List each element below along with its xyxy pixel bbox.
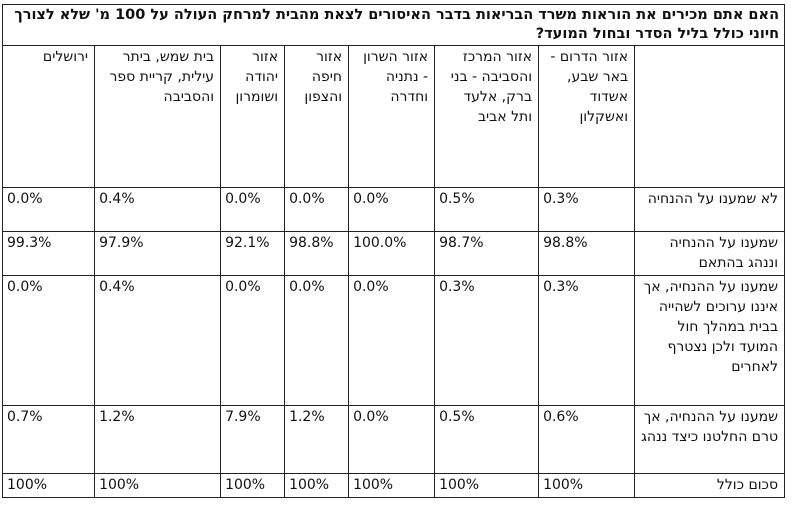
survey-results-table: האם אתם מכירים את הוראות משרד הבריאות בד… [1,4,786,498]
column-header: אזור חיפה והצפון [284,45,350,188]
table-cell: 100% [284,473,350,498]
row-label: סכום כולל [634,473,786,498]
table-cell: 0.0% [348,405,436,474]
table-cell: 0.0% [220,275,286,406]
table-cell: 1.2% [94,405,222,474]
table-cell: 100% [434,473,540,498]
table-cell: 0.3% [538,275,636,406]
table-row: שמענו על ההנחיה וננהג בהתאם 98.8% 98.7% … [1,231,786,276]
table-row: סכום כולל 100% 100% 100% 100% 100% 100% … [1,473,786,498]
table-cell: 0.5% [434,187,540,232]
table-cell: 0.0% [220,187,286,232]
table-row: שמענו על ההנחיה, אך טרם החלטנו כיצד ננהג… [1,405,786,474]
row-label: לא שמענו על ההנחיה [634,187,786,232]
table-cell: 98.8% [284,231,350,276]
row-label: שמענו על ההנחיה, אך איננו ערוכים לשהייה … [634,275,786,406]
row-label: שמענו על ההנחיה וננהג בהתאם [634,231,786,276]
table-cell: 0.0% [1,187,96,232]
row-label-header [634,45,786,188]
column-header: אזור הדרום - באר שבע, אשדוד ואשקלון [538,45,636,188]
table-cell: 0.0% [348,275,436,406]
table-cell: 0.0% [284,275,350,406]
table-cell: 0.0% [348,187,436,232]
table-cell: 0.3% [434,275,540,406]
table-cell: 0.3% [538,187,636,232]
column-header: ירושלים [1,45,96,188]
table-cell: 97.9% [94,231,222,276]
table-cell: 100.0% [348,231,436,276]
table-cell: 0.5% [434,405,540,474]
table-cell: 0.4% [94,275,222,406]
table-row: לא שמענו על ההנחיה 0.3% 0.5% 0.0% 0.0% 0… [1,187,786,232]
table-cell: 0.4% [94,187,222,232]
table-cell: 1.2% [284,405,350,474]
column-header: אזור יהודה ושומרון [220,45,286,188]
column-header: אזור המרכז והסביבה - בני ברק, אלעד ותל א… [434,45,540,188]
column-header: בית שמש, ביתר עילית, קריית ספר והסביבה [94,45,222,188]
table-cell: 0.7% [1,405,96,474]
table-cell: 0.6% [538,405,636,474]
table-cell: 100% [220,473,286,498]
table-row: שמענו על ההנחיה, אך איננו ערוכים לשהייה … [1,275,786,406]
row-label: שמענו על ההנחיה, אך טרם החלטנו כיצד ננהג [634,405,786,474]
column-header: אזור השרון - נתניה וחדרה [348,45,436,188]
table-cell: 7.9% [220,405,286,474]
table-cell: 100% [348,473,436,498]
table-cell: 92.1% [220,231,286,276]
table-cell: 98.8% [538,231,636,276]
table-title: האם אתם מכירים את הוראות משרד הבריאות בד… [1,4,786,46]
table-cell: 99.3% [1,231,96,276]
table-cell: 100% [538,473,636,498]
table-cell: 100% [1,473,96,498]
table-cell: 100% [94,473,222,498]
table-cell: 98.7% [434,231,540,276]
table-cell: 0.0% [284,187,350,232]
table-cell: 0.0% [1,275,96,406]
